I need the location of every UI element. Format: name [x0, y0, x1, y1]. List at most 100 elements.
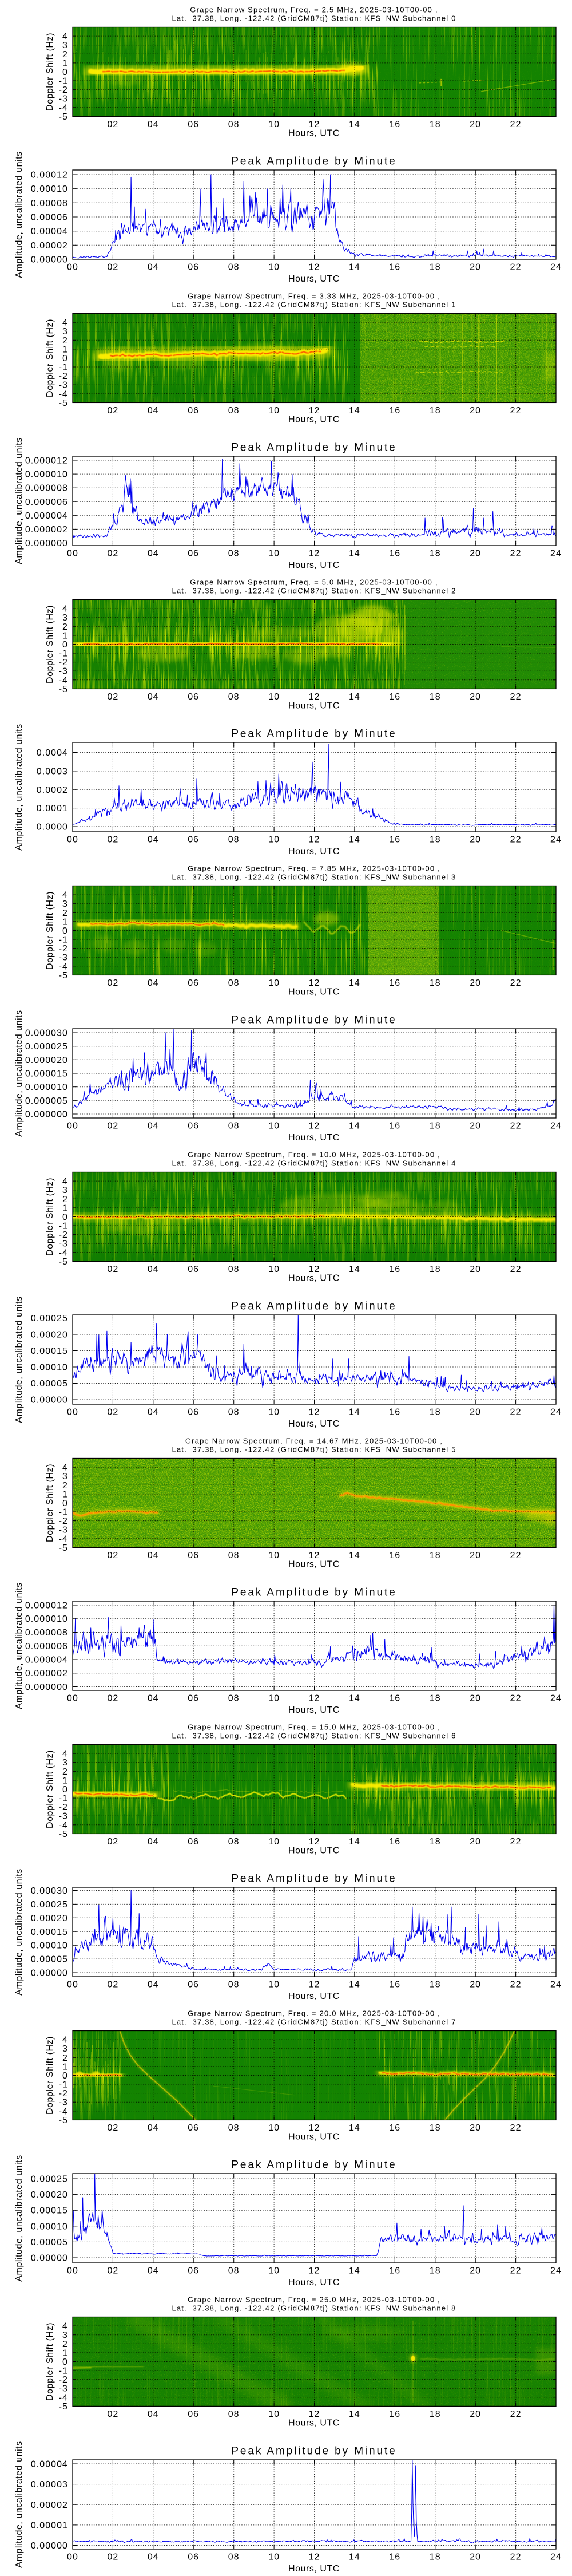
svg-text:Lat. 37.38, Long. -122.42 (Gr: Lat. 37.38, Long. -122.42 (GridCM87tj) S… [172, 301, 456, 309]
svg-text:08: 08 [228, 549, 240, 559]
svg-text:Doppler Shift (Hz): Doppler Shift (Hz) [45, 891, 55, 970]
svg-text:06: 06 [188, 1694, 199, 1704]
svg-text:-5: -5 [59, 2116, 68, 2125]
svg-text:16: 16 [389, 2553, 400, 2562]
svg-text:10: 10 [268, 1694, 280, 1704]
svg-text:08: 08 [228, 1694, 240, 1704]
svg-text:04: 04 [148, 406, 159, 416]
svg-text:14: 14 [349, 1551, 360, 1560]
svg-text:16: 16 [389, 692, 400, 702]
svg-text:Hours, UTC: Hours, UTC [288, 2564, 340, 2574]
svg-text:12: 12 [309, 2409, 320, 2419]
svg-text:Amplitude, uncalibrated units: Amplitude, uncalibrated units [14, 2441, 24, 2567]
svg-text:20: 20 [470, 120, 481, 129]
svg-text:02: 02 [107, 2123, 118, 2133]
svg-text:22: 22 [510, 2409, 522, 2419]
svg-text:06: 06 [188, 263, 199, 272]
svg-text:Lat. 37.38, Long. -122.42 (Gr: Lat. 37.38, Long. -122.42 (GridCM87tj) S… [172, 873, 456, 882]
svg-text:10: 10 [268, 1265, 280, 1274]
svg-text:0.000025: 0.000025 [25, 1042, 68, 1052]
svg-text:-2: -2 [59, 2089, 68, 2099]
svg-text:24: 24 [550, 1694, 562, 1704]
svg-text:3: 3 [62, 2330, 68, 2340]
svg-text:Grape Narrow Spectrum, Freq. =: Grape Narrow Spectrum, Freq. = 20.0 MHz,… [188, 2009, 440, 2018]
svg-text:-5: -5 [59, 685, 68, 694]
svg-text:10: 10 [268, 978, 280, 988]
svg-text:12: 12 [309, 1551, 320, 1560]
svg-text:0: 0 [62, 68, 68, 77]
svg-text:1: 1 [62, 917, 68, 927]
svg-text:Hours, UTC: Hours, UTC [288, 560, 340, 570]
svg-text:08: 08 [228, 2266, 240, 2276]
svg-text:3: 3 [62, 1758, 68, 1768]
svg-text:Hours, UTC: Hours, UTC [288, 1274, 340, 1283]
svg-text:-5: -5 [59, 398, 68, 408]
svg-text:-4: -4 [59, 962, 68, 971]
svg-text:-2: -2 [59, 2375, 68, 2385]
svg-text:0.00005: 0.00005 [31, 1379, 68, 1389]
svg-text:0: 0 [62, 1212, 68, 1222]
svg-text:18: 18 [430, 2409, 441, 2419]
svg-text:06: 06 [188, 1265, 199, 1274]
svg-text:0: 0 [62, 354, 68, 364]
svg-text:Peak Amplitude by Minute: Peak Amplitude by Minute [231, 2159, 396, 2171]
svg-text:00: 00 [67, 1694, 78, 1704]
svg-text:Hours, UTC: Hours, UTC [288, 274, 340, 284]
svg-text:24: 24 [550, 263, 562, 272]
svg-text:08: 08 [228, 406, 240, 416]
svg-text:14: 14 [349, 549, 360, 559]
svg-text:16: 16 [389, 1694, 400, 1704]
svg-text:08: 08 [228, 692, 240, 702]
svg-text:20: 20 [470, 263, 481, 272]
svg-text:20: 20 [470, 1121, 481, 1131]
svg-text:Peak Amplitude by Minute: Peak Amplitude by Minute [231, 2445, 396, 2458]
svg-text:-4: -4 [59, 1820, 68, 1830]
svg-text:10: 10 [268, 2553, 280, 2562]
svg-text:02: 02 [107, 1694, 118, 1704]
svg-text:16: 16 [389, 1408, 400, 1417]
svg-text:0.00000: 0.00000 [31, 2254, 68, 2263]
svg-text:3: 3 [62, 899, 68, 909]
svg-text:20: 20 [470, 692, 481, 702]
svg-text:0.000005: 0.000005 [25, 1096, 68, 1106]
svg-text:-4: -4 [59, 103, 68, 113]
svg-text:1: 1 [62, 2348, 68, 2358]
svg-text:14: 14 [349, 120, 360, 129]
svg-text:0.000008: 0.000008 [25, 1628, 68, 1638]
svg-text:2: 2 [62, 1481, 68, 1491]
svg-text:0.000006: 0.000006 [25, 497, 68, 507]
svg-text:08: 08 [228, 120, 240, 129]
svg-text:02: 02 [107, 263, 118, 272]
svg-text:-4: -4 [59, 2107, 68, 2116]
svg-text:0.000030: 0.000030 [25, 1029, 68, 1038]
svg-text:12: 12 [309, 978, 320, 988]
svg-text:20: 20 [470, 1837, 481, 1847]
svg-text:24: 24 [550, 2553, 562, 2562]
svg-text:Amplitude, uncalibrated units: Amplitude, uncalibrated units [14, 2155, 24, 2281]
svg-text:4: 4 [62, 1177, 68, 1187]
svg-text:22: 22 [510, 978, 522, 988]
svg-text:14: 14 [349, 406, 360, 416]
svg-text:3: 3 [62, 41, 68, 50]
svg-text:14: 14 [349, 978, 360, 988]
svg-text:Amplitude, uncalibrated units: Amplitude, uncalibrated units [14, 1868, 24, 1995]
svg-text:Peak Amplitude by Minute: Peak Amplitude by Minute [231, 728, 396, 740]
svg-text:0.00008: 0.00008 [31, 199, 68, 208]
svg-text:Grape Narrow Spectrum, Freq. =: Grape Narrow Spectrum, Freq. = 3.33 MHz,… [188, 292, 440, 301]
svg-text:06: 06 [188, 2123, 199, 2133]
svg-text:12: 12 [309, 406, 320, 416]
svg-text:22: 22 [510, 692, 522, 702]
svg-text:22: 22 [510, 1408, 522, 1417]
svg-text:04: 04 [148, 692, 159, 702]
svg-text:10: 10 [268, 835, 280, 845]
svg-text:08: 08 [228, 1265, 240, 1274]
svg-text:12: 12 [309, 263, 320, 272]
svg-text:0: 0 [62, 926, 68, 936]
svg-text:Hours, UTC: Hours, UTC [288, 987, 340, 997]
svg-text:04: 04 [148, 120, 159, 129]
svg-text:12: 12 [309, 1121, 320, 1131]
svg-text:08: 08 [228, 1408, 240, 1417]
svg-text:-2: -2 [59, 658, 68, 667]
svg-text:18: 18 [430, 1265, 441, 1274]
svg-text:12: 12 [309, 2266, 320, 2276]
